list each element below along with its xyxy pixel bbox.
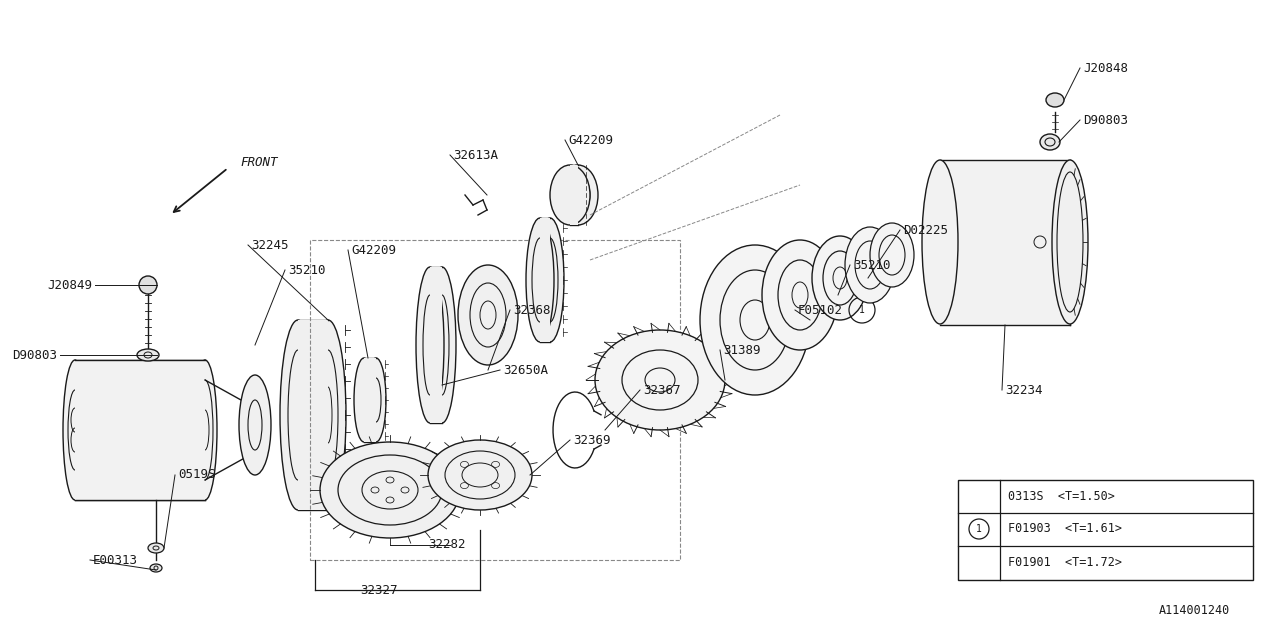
Ellipse shape — [1039, 134, 1060, 150]
Ellipse shape — [416, 267, 444, 423]
Ellipse shape — [870, 223, 914, 287]
Ellipse shape — [845, 227, 895, 303]
Text: 1: 1 — [977, 524, 982, 534]
Ellipse shape — [366, 358, 387, 442]
Text: 32368: 32368 — [513, 303, 550, 317]
Text: G42209: G42209 — [351, 243, 396, 257]
Text: J20849: J20849 — [47, 278, 92, 291]
Ellipse shape — [150, 564, 163, 572]
Ellipse shape — [239, 375, 271, 475]
Text: F01903  <T=1.61>: F01903 <T=1.61> — [1009, 522, 1123, 536]
Ellipse shape — [140, 276, 157, 294]
Bar — [310, 240, 680, 560]
Text: 1: 1 — [859, 305, 865, 315]
Bar — [76, 360, 205, 500]
Ellipse shape — [355, 358, 374, 442]
Text: 32369: 32369 — [573, 433, 611, 447]
Text: 32245: 32245 — [251, 239, 288, 252]
Ellipse shape — [428, 267, 456, 423]
Ellipse shape — [148, 543, 164, 553]
Text: D90803: D90803 — [12, 349, 58, 362]
Text: F01901  <T=1.72>: F01901 <T=1.72> — [1009, 556, 1123, 568]
Ellipse shape — [310, 320, 346, 510]
Ellipse shape — [536, 218, 564, 342]
Ellipse shape — [280, 320, 316, 510]
Ellipse shape — [1046, 93, 1064, 107]
Text: 32650A: 32650A — [503, 364, 548, 376]
Text: 0519S: 0519S — [178, 468, 215, 481]
Text: 35210: 35210 — [288, 264, 325, 276]
Text: FRONT: FRONT — [241, 156, 278, 168]
Ellipse shape — [762, 240, 838, 350]
Ellipse shape — [812, 236, 868, 320]
Bar — [364, 358, 376, 442]
Ellipse shape — [526, 218, 554, 342]
Text: D02225: D02225 — [902, 223, 948, 237]
Text: 32234: 32234 — [1005, 383, 1042, 397]
Text: 35210: 35210 — [852, 259, 891, 271]
Text: 32327: 32327 — [360, 584, 398, 596]
Text: A114001240: A114001240 — [1158, 604, 1230, 616]
Text: 32613A: 32613A — [453, 148, 498, 161]
Text: F05102: F05102 — [797, 303, 844, 317]
Text: 32282: 32282 — [429, 538, 466, 552]
Ellipse shape — [320, 442, 460, 538]
Text: D90803: D90803 — [1083, 113, 1128, 127]
Text: 31389: 31389 — [723, 344, 760, 356]
Ellipse shape — [700, 245, 810, 395]
Ellipse shape — [137, 349, 159, 361]
Bar — [540, 218, 550, 342]
Bar — [298, 320, 328, 510]
Ellipse shape — [922, 160, 957, 324]
Ellipse shape — [428, 440, 532, 510]
Bar — [940, 160, 1070, 325]
Ellipse shape — [458, 265, 518, 365]
Ellipse shape — [595, 330, 724, 430]
Ellipse shape — [1052, 160, 1088, 324]
Text: 0313S  <T=1.50>: 0313S <T=1.50> — [1009, 490, 1115, 502]
Ellipse shape — [63, 360, 87, 500]
Text: E00313: E00313 — [93, 554, 138, 566]
Text: J20848: J20848 — [1083, 61, 1128, 74]
Ellipse shape — [550, 165, 590, 225]
Bar — [430, 267, 442, 423]
Bar — [957, 480, 1253, 580]
Ellipse shape — [558, 165, 598, 225]
Bar — [570, 165, 579, 225]
Text: 32367: 32367 — [643, 383, 681, 397]
Text: G42209: G42209 — [568, 134, 613, 147]
Ellipse shape — [193, 360, 218, 500]
